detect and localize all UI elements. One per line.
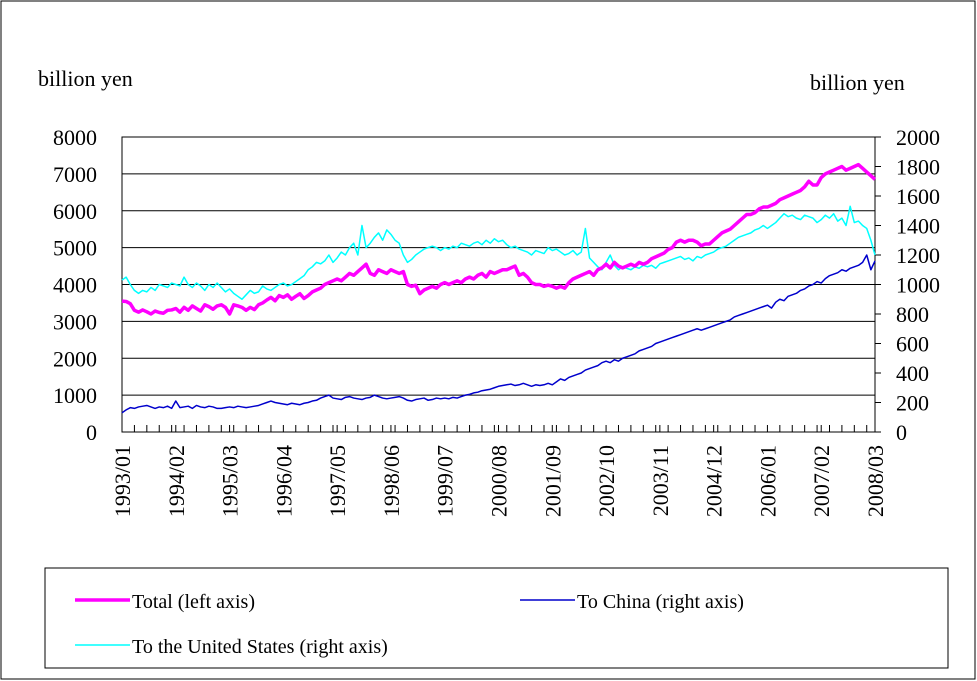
y2-tick-label: 1600 bbox=[896, 184, 940, 209]
x-tick-label: 1997/05 bbox=[325, 445, 350, 517]
x-tick-label: 2002/10 bbox=[594, 445, 619, 517]
y2-tick-label: 2000 bbox=[896, 125, 940, 150]
y-tick-label: 8000 bbox=[53, 125, 97, 150]
x-tick-label: 1996/04 bbox=[271, 445, 296, 517]
legend-label: To China (right axis) bbox=[577, 591, 744, 613]
x-tick-label: 1995/03 bbox=[218, 445, 243, 517]
y2-tick-label: 1800 bbox=[896, 155, 940, 180]
x-tick-label: 1998/06 bbox=[379, 445, 404, 517]
y2-axis-label: billion yen bbox=[810, 70, 905, 95]
series-line bbox=[121, 254, 876, 414]
y-tick-label: 7000 bbox=[53, 162, 97, 187]
legend-box bbox=[44, 567, 949, 669]
y-tick-label: 6000 bbox=[53, 199, 97, 224]
y2-tick-label: 1400 bbox=[896, 214, 940, 239]
x-tick-label: 2001/09 bbox=[540, 445, 565, 517]
x-tick-label: 2003/11 bbox=[648, 445, 673, 516]
series-line bbox=[121, 162, 877, 316]
y-tick-label: 3000 bbox=[53, 309, 97, 334]
y-tick-label: 1000 bbox=[53, 383, 97, 408]
legend-label: To the United States (right axis) bbox=[132, 636, 388, 658]
x-tick-label: 1999/07 bbox=[433, 445, 458, 517]
x-tick-label: 2006/01 bbox=[755, 445, 780, 517]
y2-tick-label: 400 bbox=[896, 361, 929, 386]
y2-tick-label: 1200 bbox=[896, 243, 940, 268]
x-tick-label: 2007/02 bbox=[809, 445, 834, 517]
y2-tick-label: 1000 bbox=[896, 273, 940, 298]
y-tick-label: 4000 bbox=[53, 273, 97, 298]
x-tick-label: 2008/03 bbox=[863, 445, 888, 517]
series-line bbox=[121, 205, 876, 300]
y2-tick-label: 200 bbox=[896, 391, 929, 416]
legend-label: Total (left axis) bbox=[132, 591, 255, 613]
y2-tick-label: 0 bbox=[896, 420, 907, 445]
y-tick-label: 5000 bbox=[53, 236, 97, 261]
x-tick-label: 2004/12 bbox=[702, 445, 727, 517]
x-tick-label: 2000/08 bbox=[487, 445, 512, 517]
x-tick-label: 1993/01 bbox=[110, 445, 135, 517]
x-tick-label: 1994/02 bbox=[164, 445, 189, 517]
y-tick-label: 2000 bbox=[53, 346, 97, 371]
y-axis-label: billion yen bbox=[38, 66, 133, 91]
y2-tick-label: 600 bbox=[896, 332, 929, 357]
y2-tick-label: 800 bbox=[896, 302, 929, 327]
y-tick-label: 0 bbox=[86, 420, 97, 445]
